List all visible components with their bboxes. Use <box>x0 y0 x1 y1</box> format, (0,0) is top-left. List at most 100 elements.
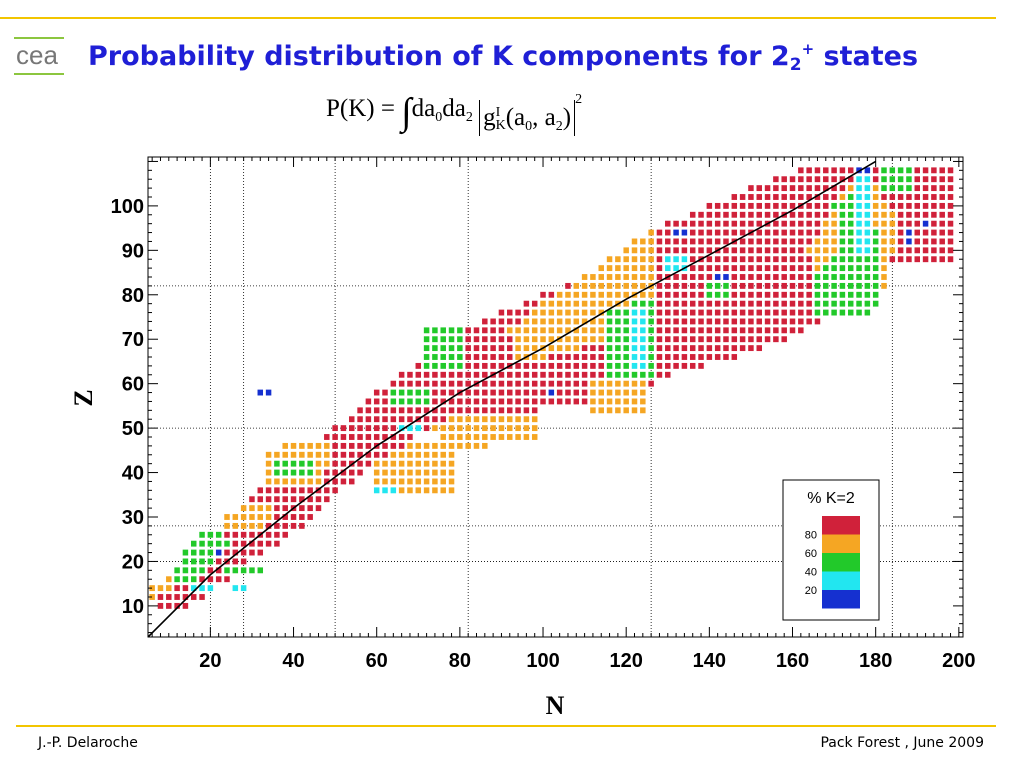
heatmap-cell <box>523 434 530 440</box>
heatmap-cell <box>798 220 804 227</box>
heatmap-cell <box>507 425 513 432</box>
heatmap-cell <box>631 380 638 387</box>
heatmap-cell <box>648 291 654 298</box>
heatmap-cell <box>265 451 272 458</box>
heatmap-cell <box>931 202 937 209</box>
heatmap-cell <box>789 256 796 263</box>
heatmap-cell <box>548 336 555 343</box>
heatmap-cell <box>365 398 372 405</box>
heatmap-cell <box>307 460 313 467</box>
heatmap-cell <box>665 336 671 343</box>
heatmap-cell <box>748 274 754 280</box>
heatmap-cell <box>648 336 654 343</box>
heatmap-cell <box>831 185 837 192</box>
heatmap-cell <box>448 380 455 387</box>
heatmap-cell <box>881 194 887 200</box>
heatmap-cell <box>689 274 696 280</box>
heatmap-cell <box>290 469 297 476</box>
heatmap-cell <box>823 238 829 245</box>
heatmap-cell <box>889 211 896 218</box>
heatmap-cell <box>390 389 397 396</box>
heatmap-cell <box>748 194 754 200</box>
heatmap-cell <box>307 469 313 476</box>
heatmap-cell <box>631 300 638 307</box>
heatmap-cell <box>465 416 471 423</box>
heatmap-cell <box>781 202 787 209</box>
heatmap-cell <box>897 202 904 209</box>
heatmap-cell <box>423 362 430 369</box>
heatmap-cell <box>872 291 879 298</box>
heatmap-cell <box>947 220 954 227</box>
heatmap-cell <box>315 478 322 485</box>
heatmap-cell <box>823 300 829 307</box>
heatmap-cell <box>640 300 646 307</box>
heatmap-cell <box>490 389 496 396</box>
heatmap-cell <box>531 380 538 387</box>
heatmap-cell <box>590 336 596 343</box>
heatmap-cell <box>831 309 837 316</box>
heatmap-cell <box>490 425 496 432</box>
heatmap-cell <box>681 274 688 280</box>
heatmap-cell <box>299 469 305 476</box>
heatmap-cell <box>714 282 721 289</box>
heatmap-cell <box>698 327 704 334</box>
heatmap-cell <box>947 238 954 245</box>
heatmap-cell <box>274 540 280 547</box>
heatmap-cell <box>648 247 654 254</box>
heatmap-cell <box>257 514 264 520</box>
heatmap-cell <box>373 425 380 432</box>
heatmap-cell <box>490 327 496 334</box>
heatmap-cell <box>215 540 222 547</box>
heatmap-cell <box>457 434 463 440</box>
heatmap-cell <box>457 371 463 378</box>
legend-swatch <box>822 571 860 590</box>
heatmap-cell <box>507 371 513 378</box>
heatmap-cell <box>415 469 422 476</box>
heatmap-cell <box>482 389 488 396</box>
heatmap-cell <box>714 345 721 352</box>
heatmap-cell <box>689 247 696 254</box>
heatmap-cell <box>498 389 505 396</box>
heatmap-cell <box>224 522 230 529</box>
heatmap-cell <box>714 336 721 343</box>
heatmap-cell <box>448 327 455 334</box>
heatmap-cell <box>540 300 546 307</box>
heatmap-cell <box>640 247 646 254</box>
heatmap-cell <box>324 434 330 440</box>
heatmap-cell <box>581 318 588 325</box>
heatmap-cell <box>531 354 538 360</box>
heatmap-cell <box>440 487 446 494</box>
heatmap-cell <box>482 371 488 378</box>
heatmap-cell <box>773 282 779 289</box>
heatmap-cell <box>698 309 704 316</box>
heatmap-cell <box>656 300 663 307</box>
heatmap-cell <box>182 576 189 583</box>
heatmap-cell <box>398 416 405 423</box>
heatmap-cell <box>357 416 363 423</box>
heatmap-cell <box>939 256 945 263</box>
heatmap-cell <box>723 202 729 209</box>
heatmap-cell <box>606 265 613 272</box>
heatmap-cell <box>556 309 563 316</box>
heatmap-cell <box>914 238 921 245</box>
heatmap-cell <box>689 362 696 369</box>
heatmap-cell <box>590 318 596 325</box>
heatmap-cell <box>299 442 305 449</box>
heatmap-cell <box>174 567 180 574</box>
y-tick-label: 10 <box>122 596 144 618</box>
heatmap-cell <box>823 185 829 192</box>
heatmap-cell <box>598 362 604 369</box>
heatmap-cell <box>523 416 530 423</box>
heatmap-cell <box>390 425 397 432</box>
heatmap-cell <box>324 442 330 449</box>
heatmap-cell <box>581 371 588 378</box>
heatmap-cell <box>349 425 355 432</box>
heatmap-cell <box>814 176 821 183</box>
heatmap-cell <box>931 256 937 263</box>
heatmap-cell <box>847 282 854 289</box>
heatmap-cell <box>432 398 438 405</box>
heatmap-cell <box>407 487 413 494</box>
heatmap-cell <box>290 522 297 529</box>
heatmap-cell <box>440 460 446 467</box>
heatmap-cell <box>166 576 172 583</box>
